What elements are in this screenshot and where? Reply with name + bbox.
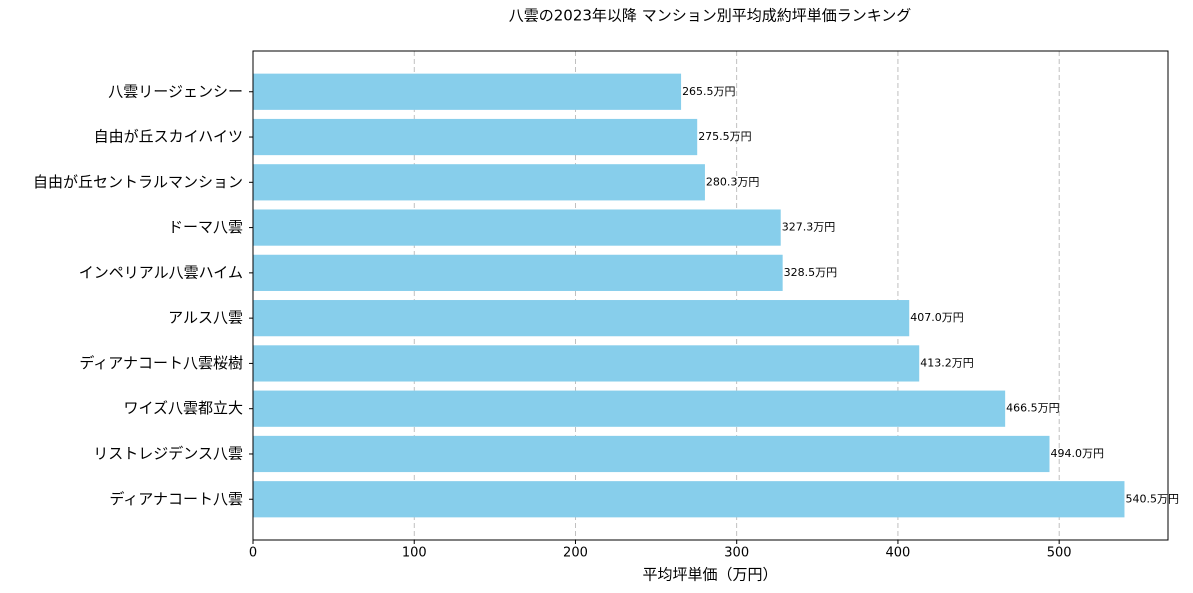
bar xyxy=(253,481,1125,518)
bar xyxy=(253,254,783,291)
data-label: 275.5万円 xyxy=(698,130,752,143)
y-tick-label: アルス八雲 xyxy=(168,309,243,327)
x-tick-label: 0 xyxy=(249,546,257,561)
y-tick-label: 自由が丘スカイハイツ xyxy=(94,128,243,146)
data-label: 328.5万円 xyxy=(784,266,838,279)
bar xyxy=(253,300,910,337)
data-label: 280.3万円 xyxy=(706,175,760,188)
bar xyxy=(253,390,1006,427)
x-tick-label: 500 xyxy=(1047,546,1072,561)
bar xyxy=(253,164,705,201)
x-tick-label: 200 xyxy=(563,546,588,561)
y-tick-label: インペリアル八雲ハイム xyxy=(79,263,243,281)
y-tick-label: ワイズ八雲都立大 xyxy=(123,399,243,417)
x-tick-label: 300 xyxy=(724,546,749,561)
bar xyxy=(253,435,1050,473)
data-label: 494.0万円 xyxy=(1050,447,1104,460)
y-tick-label: ドーマ八雲 xyxy=(168,218,243,236)
bar xyxy=(253,345,920,382)
plot-frame xyxy=(252,50,1169,541)
data-label: 540.5万円 xyxy=(1125,492,1179,505)
chart-title: 八雲の2023年以降 マンション別平均成約坪単価ランキング xyxy=(509,7,912,25)
data-label: 265.5万円 xyxy=(682,85,736,98)
data-label: 413.2万円 xyxy=(920,356,974,369)
x-axis-label: 平均坪単価（万円） xyxy=(642,566,777,584)
data-label: 327.3万円 xyxy=(782,221,836,234)
y-tick-label: 自由が丘セントラルマンション xyxy=(33,173,243,191)
bar xyxy=(253,118,698,156)
x-tick-label: 100 xyxy=(402,546,427,561)
data-label: 407.0万円 xyxy=(910,311,964,324)
y-tick-label: リストレジデンス八雲 xyxy=(93,444,243,462)
y-tick-label: ディアナコート八雲桜樹 xyxy=(79,354,243,372)
bar xyxy=(253,209,781,246)
data-label: 466.5万円 xyxy=(1006,402,1060,415)
x-tick-label: 400 xyxy=(886,546,911,561)
bar xyxy=(253,73,682,110)
y-tick-label: 八雲リージェンシー xyxy=(108,82,243,100)
y-tick-label: ディアナコート八雲 xyxy=(109,490,243,508)
